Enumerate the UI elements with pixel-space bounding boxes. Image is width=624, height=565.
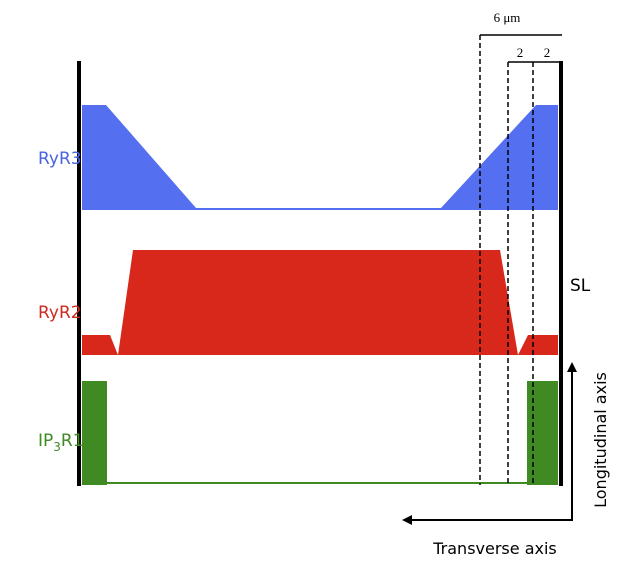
sl-label: SL — [570, 276, 591, 296]
ip3r1-right — [527, 381, 558, 485]
ryr3-profile — [82, 105, 558, 210]
scale-right: 2 — [544, 45, 551, 60]
scale-total: 6 μm — [494, 10, 521, 25]
scale-brackets — [479, 34, 562, 485]
ryr2-label: RyR2 — [38, 303, 82, 323]
ryr3-label: RyR3 — [38, 149, 82, 169]
transverse-label: Transverse axis — [432, 539, 557, 558]
ip3r1-left — [82, 381, 107, 485]
ryr2-profile — [82, 250, 558, 355]
ip3r1-rest: R1 — [61, 431, 84, 451]
ip3r1-main: IP — [38, 431, 53, 451]
scale-left: 2 — [517, 45, 524, 60]
ip3r1-label: IP3R1 — [38, 431, 84, 454]
ip3r1-sub: 3 — [53, 440, 61, 454]
longitudinal-label: Longitudinal axis — [591, 372, 610, 508]
